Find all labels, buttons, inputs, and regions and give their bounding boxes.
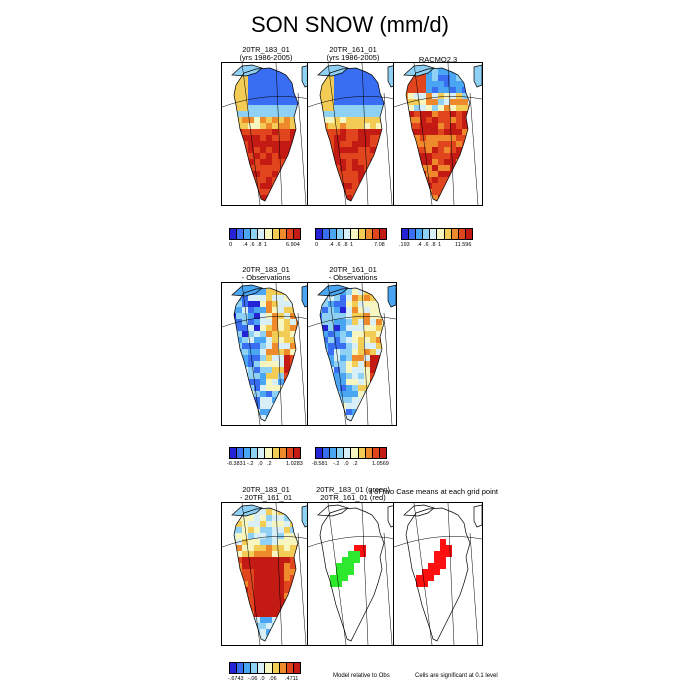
colorbar-label: -.6743 xyxy=(228,676,244,682)
panel-title-line2: 20TR_161_01 (red) xyxy=(320,493,386,502)
panel-title-line1: 20TR_161_01 xyxy=(329,265,377,274)
map-panel xyxy=(307,502,397,646)
significance-title: t of two Case means at each grid point xyxy=(370,487,498,496)
colorbar-label: .4 xyxy=(417,242,422,248)
map-panel xyxy=(221,502,311,646)
panel-title-line2: - Observations xyxy=(328,273,378,282)
panel-title-line2: - 20TR_161_01 xyxy=(239,493,293,502)
panel-title-line1: 20TR_183_01 xyxy=(242,265,290,274)
colorbar-label: .0 xyxy=(344,461,349,467)
colorbar-label: .2 xyxy=(353,461,358,467)
colorbar-label: .8 xyxy=(343,242,348,248)
figure-title: SON SNOW (mm/d) xyxy=(251,12,449,37)
colorbar-label: .06 xyxy=(269,676,277,682)
map-panel xyxy=(307,62,397,206)
colorbar-label: 7.08 xyxy=(374,242,385,248)
map-panel xyxy=(307,282,397,426)
colorbar-label: -.06 xyxy=(248,676,258,682)
panel-title-line2: - Observations xyxy=(241,273,291,282)
colorbar xyxy=(229,228,301,240)
panel-title-r1c2: 20TR_161_01 (yrs 1986-2005) xyxy=(303,46,403,62)
colorbar-label: .8 xyxy=(257,242,262,248)
panel-title-line2: (yrs 1986-2005) xyxy=(326,53,380,62)
map-panel xyxy=(393,502,483,646)
note-significance: Cells are significant at 0.1 level xyxy=(415,673,498,679)
colorbar xyxy=(315,447,387,459)
panel-title-r2c2: 20TR_161_01 - Observations xyxy=(303,266,403,282)
colorbar-label: 1 xyxy=(438,242,442,248)
map-panel xyxy=(393,62,483,206)
colorbar-label: 11.596 xyxy=(455,242,472,248)
colorbar-label: -.2 xyxy=(333,461,340,467)
colorbar-label: 0 xyxy=(315,242,319,248)
colorbar-label: 1 xyxy=(264,242,268,248)
panel-title-r1c3: RACMO2.3 xyxy=(388,56,488,64)
panel-title-r1c1: 20TR_183_01 (yrs 1986-2005) xyxy=(216,46,316,62)
colorbar-label: .8 xyxy=(431,242,436,248)
colorbar-label: .2 xyxy=(267,461,272,467)
colorbar-label: 1.0283 xyxy=(286,461,303,467)
colorbar-label: -.2 xyxy=(247,461,254,467)
colorbar-label: 1.0569 xyxy=(372,461,389,467)
panel-title-line1: 20TR_161_01 xyxy=(329,45,377,54)
colorbar-label: .193 xyxy=(399,242,410,248)
colorbar xyxy=(229,662,301,674)
panel-title-line1: RACMO2.3 xyxy=(418,55,458,64)
colorbar-label: .6 xyxy=(250,242,255,248)
colorbar xyxy=(401,228,473,240)
colorbar-label: 0 xyxy=(229,242,233,248)
colorbar-label: .0 xyxy=(258,461,263,467)
panel-title-line2: (yrs 1986-2005) xyxy=(239,53,293,62)
map-panel xyxy=(221,282,311,426)
colorbar-label: .0 xyxy=(260,676,265,682)
panel-title-line1: 20TR_183_01 xyxy=(242,485,290,494)
panel-title-r2c1: 20TR_183_01 - Observations xyxy=(216,266,316,282)
colorbar-label: 1 xyxy=(350,242,354,248)
panel-title-line1: 20TR_183_01 (green) xyxy=(316,485,390,494)
colorbar-label: .6 xyxy=(336,242,341,248)
colorbar-label: .6 xyxy=(424,242,429,248)
panel-title-r3c1: 20TR_183_01 - 20TR_161_01 xyxy=(216,486,316,502)
panel-title-line1: 20TR_183_01 xyxy=(242,45,290,54)
note-model-relative: Model relative to Obs xyxy=(333,673,390,679)
panel-title-r3c2: 20TR_183_01 (green) 20TR_161_01 (red) xyxy=(303,486,403,502)
colorbar xyxy=(315,228,387,240)
colorbar xyxy=(229,447,301,459)
colorbar-label: .4 xyxy=(329,242,334,248)
colorbar-label: -8.3831 xyxy=(227,461,246,467)
colorbar-label: .4 xyxy=(243,242,248,248)
colorbar-label: 6.904 xyxy=(286,242,300,248)
colorbar-label: -8.581 xyxy=(312,461,328,467)
map-panel xyxy=(221,62,311,206)
colorbar-label: .4711 xyxy=(285,676,299,682)
